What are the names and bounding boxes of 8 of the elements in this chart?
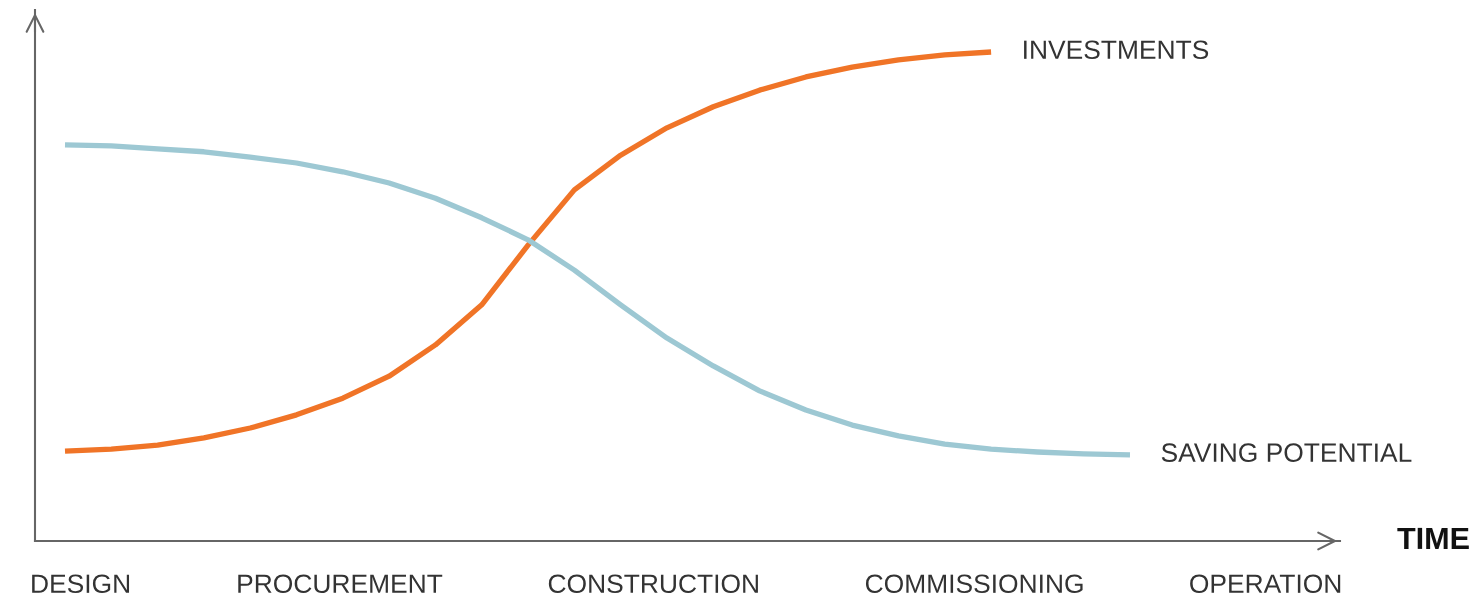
text: DESIGN bbox=[32, 574, 130, 594]
text: CONSTRUCTION bbox=[548, 574, 758, 594]
text: TIME bbox=[1397, 527, 1469, 549]
text: OPERATION bbox=[1190, 574, 1341, 594]
series-label: INVESTMENTS bbox=[1024, 40, 1209, 60]
series-label: SAVING POTENTIAL bbox=[1161, 443, 1412, 463]
text: PROCUREMENT bbox=[238, 574, 443, 594]
text: COMMISSIONING bbox=[865, 574, 1083, 594]
